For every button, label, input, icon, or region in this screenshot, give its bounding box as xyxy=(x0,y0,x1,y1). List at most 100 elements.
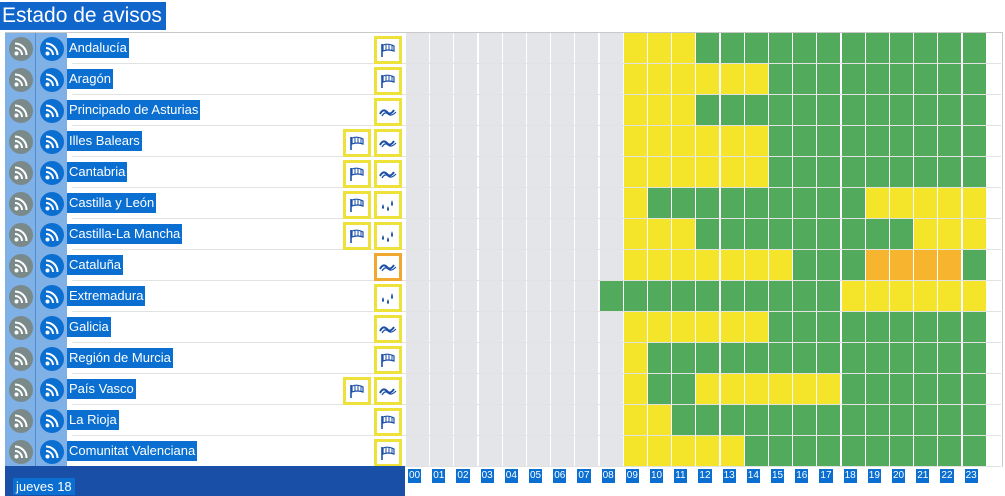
hour-cell xyxy=(769,250,792,280)
rss-feed-icon[interactable] xyxy=(9,254,33,278)
rss-feed-icon[interactable] xyxy=(9,409,33,433)
hour-cell xyxy=(406,126,429,156)
region-name-link[interactable]: Galicia xyxy=(67,317,111,337)
hour-cell xyxy=(720,312,744,342)
table-row: Cantabria xyxy=(5,157,1001,188)
region-name-link[interactable]: Illes Balears xyxy=(67,131,142,151)
rss-feed-icon[interactable] xyxy=(40,316,64,340)
wind-icon[interactable] xyxy=(374,36,402,64)
rss-feed-icon[interactable] xyxy=(40,223,64,247)
wind-icon[interactable] xyxy=(343,160,371,188)
hour-cell xyxy=(720,405,744,435)
coastal-icon[interactable] xyxy=(374,253,402,281)
rain-icon[interactable] xyxy=(374,191,402,219)
row-divider xyxy=(72,435,1001,436)
hour-cell xyxy=(769,343,792,373)
rss-feed-icon[interactable] xyxy=(40,130,64,154)
region-name-link[interactable]: Castilla-La Mancha xyxy=(67,224,183,244)
region-name-link[interactable]: Comunitat Valenciana xyxy=(67,441,198,461)
hour-cell xyxy=(672,188,696,218)
region-name-link[interactable]: País Vasco xyxy=(67,379,136,399)
rss-feed-icon[interactable] xyxy=(9,192,33,216)
rss-feed-icon[interactable] xyxy=(9,223,33,247)
hour-cell xyxy=(890,33,913,63)
hour-cell xyxy=(430,281,454,311)
rss-feed-icon[interactable] xyxy=(9,316,33,340)
hour-cell xyxy=(430,436,454,466)
coastal-icon[interactable] xyxy=(374,160,402,188)
hour-cell xyxy=(793,126,817,156)
hour-cell xyxy=(696,33,720,63)
region-name-link[interactable]: Cataluña xyxy=(67,255,124,275)
region-name-link[interactable]: Aragón xyxy=(67,69,113,89)
rss-feed-icon[interactable] xyxy=(40,378,64,402)
rss-feed-icon[interactable] xyxy=(9,440,33,464)
rss-feed-icon[interactable] xyxy=(9,68,33,92)
hour-cell xyxy=(938,374,962,404)
coastal-icon[interactable] xyxy=(374,377,402,405)
rss-feed-icon[interactable] xyxy=(9,161,33,185)
coastal-icon[interactable] xyxy=(374,98,402,126)
wind-icon[interactable] xyxy=(343,191,371,219)
hour-cell xyxy=(744,436,768,466)
wind-icon[interactable] xyxy=(374,408,402,436)
rss-feed-icon[interactable] xyxy=(40,254,64,278)
hour-cell xyxy=(430,343,454,373)
region-name-link[interactable]: Andalucía xyxy=(67,38,129,58)
wind-icon[interactable] xyxy=(343,129,371,157)
region-name-link[interactable]: Cantabria xyxy=(67,162,128,182)
rain-icon[interactable] xyxy=(374,284,402,312)
rss-feed-icon[interactable] xyxy=(40,192,64,216)
hour-label: 02 xyxy=(456,469,470,483)
wind-icon[interactable] xyxy=(374,346,402,374)
region-name-link[interactable]: La Rioja xyxy=(67,410,119,430)
rss-feed-icon[interactable] xyxy=(40,161,64,185)
hour-cell xyxy=(914,436,938,466)
rss-feed-icon[interactable] xyxy=(9,99,33,123)
rss-feed-icon[interactable] xyxy=(9,130,33,154)
wind-icon[interactable] xyxy=(374,67,402,95)
hour-cell xyxy=(962,343,986,373)
hour-cell xyxy=(527,281,550,311)
hour-cell xyxy=(865,157,889,187)
hour-cell xyxy=(672,33,696,63)
hour-cell xyxy=(672,250,696,280)
rss-feed-icon[interactable] xyxy=(40,99,64,123)
hour-cell xyxy=(769,188,792,218)
rss-feed-icon[interactable] xyxy=(40,347,64,371)
hour-cell xyxy=(914,157,938,187)
hour-cell xyxy=(938,250,962,280)
region-name-link[interactable]: Extremadura xyxy=(67,286,146,306)
rss-feed-icon[interactable] xyxy=(9,285,33,309)
rain-icon[interactable] xyxy=(374,222,402,250)
table-row: Aragón xyxy=(5,64,1001,95)
region-name-link[interactable]: Principado de Asturias xyxy=(67,100,201,120)
rss-feed-icon[interactable] xyxy=(9,378,33,402)
rss-feed-icon[interactable] xyxy=(9,37,33,61)
rss-feed-icon[interactable] xyxy=(9,347,33,371)
coastal-icon[interactable] xyxy=(374,129,402,157)
hour-label: 05 xyxy=(529,469,543,483)
hour-cell xyxy=(502,250,526,280)
wind-icon[interactable] xyxy=(343,377,371,405)
rss-feed-icon[interactable] xyxy=(40,440,64,464)
hour-cell xyxy=(890,188,913,218)
hour-cell xyxy=(865,436,889,466)
hour-cell xyxy=(430,250,454,280)
rss-feed-icon[interactable] xyxy=(40,37,64,61)
hour-cell xyxy=(890,312,913,342)
wind-icon[interactable] xyxy=(374,439,402,467)
region-name-link[interactable]: Región de Murcia xyxy=(67,348,173,368)
hour-cell xyxy=(599,343,623,373)
rss-feed-icon[interactable] xyxy=(40,285,64,309)
region-name-link[interactable]: Castilla y León xyxy=(67,193,157,213)
rss-feed-icon[interactable] xyxy=(40,68,64,92)
hour-cell xyxy=(938,436,962,466)
hour-cell xyxy=(938,64,962,94)
coastal-icon[interactable] xyxy=(374,315,402,343)
hour-cell xyxy=(599,33,623,63)
wind-icon[interactable] xyxy=(343,222,371,250)
hour-cell xyxy=(623,188,647,218)
rss-feed-icon[interactable] xyxy=(40,409,64,433)
hour-label: 01 xyxy=(432,469,446,483)
